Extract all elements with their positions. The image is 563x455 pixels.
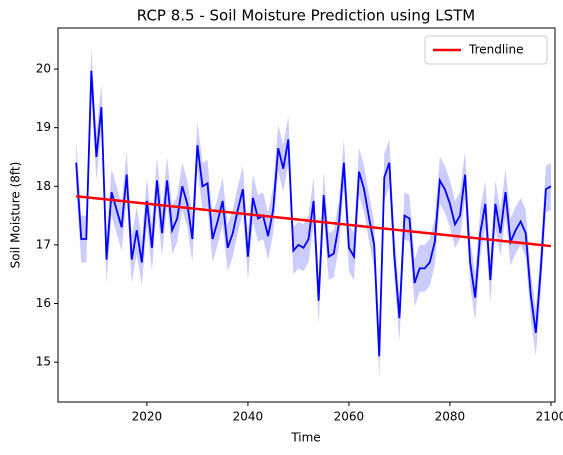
legend-box <box>424 35 548 65</box>
x-tick-label: 2020 <box>132 410 163 424</box>
y-tick-label: 20 <box>36 62 51 76</box>
x-tick-label: 2080 <box>435 410 466 424</box>
chart-title: RCP 8.5 - Soil Moisture Prediction using… <box>137 7 475 25</box>
y-tick-label: 19 <box>36 120 51 134</box>
y-tick-label: 15 <box>36 355 51 369</box>
x-axis-label: Time <box>290 431 320 445</box>
x-tick-label: 2100 <box>536 410 563 424</box>
y-tick-label: 18 <box>36 179 51 193</box>
plot-frame <box>57 27 556 403</box>
y-axis-label: Soil Moisture (8ft) <box>9 162 23 269</box>
data-line <box>75 70 552 357</box>
legend-label: Trendline <box>468 43 524 57</box>
y-tick-label: 16 <box>36 296 51 310</box>
x-tick-label: 2060 <box>334 410 365 424</box>
y-tick-label: 17 <box>36 237 51 251</box>
x-tick-label: 2040 <box>233 410 264 424</box>
trend-line <box>76 194 552 248</box>
